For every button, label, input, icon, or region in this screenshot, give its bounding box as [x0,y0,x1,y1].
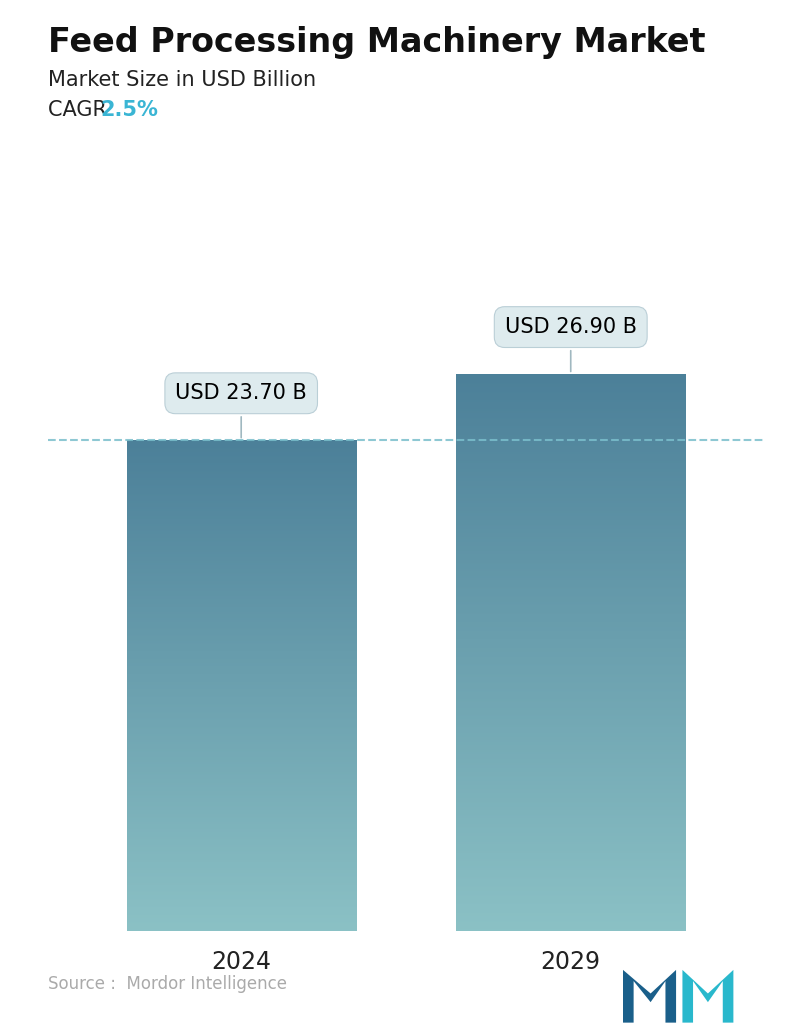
Text: Market Size in USD Billion: Market Size in USD Billion [48,70,316,90]
Polygon shape [682,970,733,1023]
Polygon shape [623,970,676,1023]
Text: Source :  Mordor Intelligence: Source : Mordor Intelligence [48,975,287,993]
Text: Feed Processing Machinery Market: Feed Processing Machinery Market [48,26,705,59]
Text: CAGR: CAGR [48,100,113,120]
Text: 2.5%: 2.5% [100,100,158,120]
Text: USD 23.70 B: USD 23.70 B [175,384,307,437]
Text: USD 26.90 B: USD 26.90 B [505,317,637,371]
